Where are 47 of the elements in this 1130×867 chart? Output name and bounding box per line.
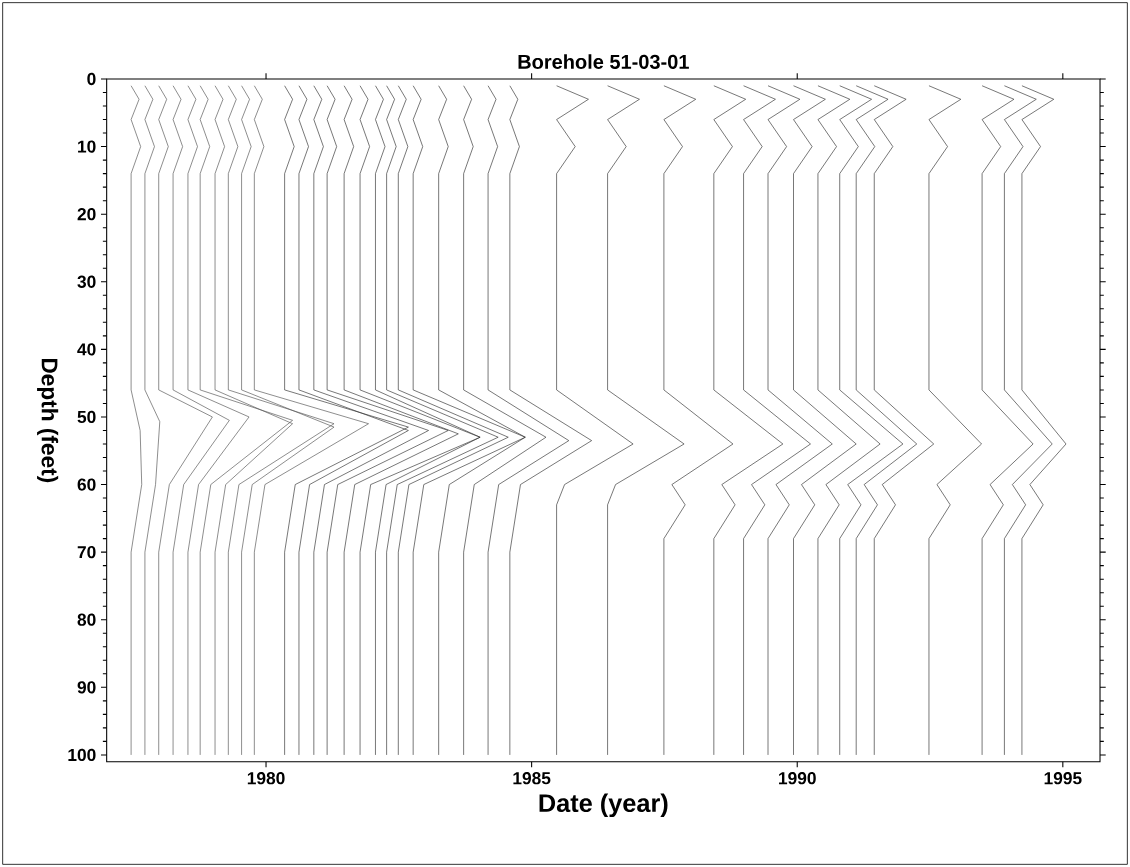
line-series	[397, 85, 509, 756]
x-tick-label: 1985	[513, 772, 551, 785]
y-tick-label: 0	[87, 72, 96, 86]
line-series	[172, 85, 230, 756]
y-tick-label: 10	[78, 140, 96, 153]
line-series	[556, 85, 634, 756]
x-axis-title: Date (year)	[539, 793, 668, 818]
line-series	[412, 85, 526, 756]
line-series	[187, 85, 250, 756]
line-series	[386, 85, 499, 756]
chart-title: Borehole 51-03-01	[518, 54, 689, 69]
line-series	[713, 85, 784, 756]
line-series	[313, 85, 429, 756]
line-series	[767, 85, 833, 756]
line-series	[663, 85, 734, 756]
y-tick-label: 20	[77, 208, 96, 221]
y-tick-label: 100	[68, 748, 96, 762]
y-axis-title: Depth (feet)	[37, 358, 59, 483]
line-series	[928, 85, 982, 756]
line-series	[130, 85, 143, 756]
line-series	[144, 85, 161, 756]
line-series	[487, 85, 570, 756]
x-tick-label: 1995	[1044, 772, 1082, 785]
x-tick-label: 1980	[247, 772, 285, 785]
y-tick-label: 50	[77, 410, 96, 424]
y-tick-label: 80	[77, 613, 96, 626]
y-tick-label: 70	[77, 546, 96, 559]
y-tick-label: 40	[77, 343, 96, 356]
line-series	[1021, 85, 1067, 756]
line-series	[743, 85, 811, 756]
line-series	[839, 85, 904, 756]
y-tick-label: 60	[77, 478, 96, 491]
line-series	[981, 85, 1034, 756]
y-tick-label: 90	[77, 681, 96, 694]
line-series	[607, 85, 685, 756]
line-series	[463, 85, 547, 756]
line-series	[254, 85, 369, 756]
line-series	[158, 85, 213, 756]
line-series	[509, 85, 592, 756]
line-series	[873, 85, 935, 756]
line-series	[855, 85, 918, 756]
line-series	[199, 85, 293, 756]
x-tick-label: 1990	[779, 772, 816, 785]
line-series	[793, 85, 857, 756]
y-tick-label: 30	[77, 275, 96, 288]
line-series	[1004, 85, 1053, 756]
line-series	[817, 85, 881, 756]
